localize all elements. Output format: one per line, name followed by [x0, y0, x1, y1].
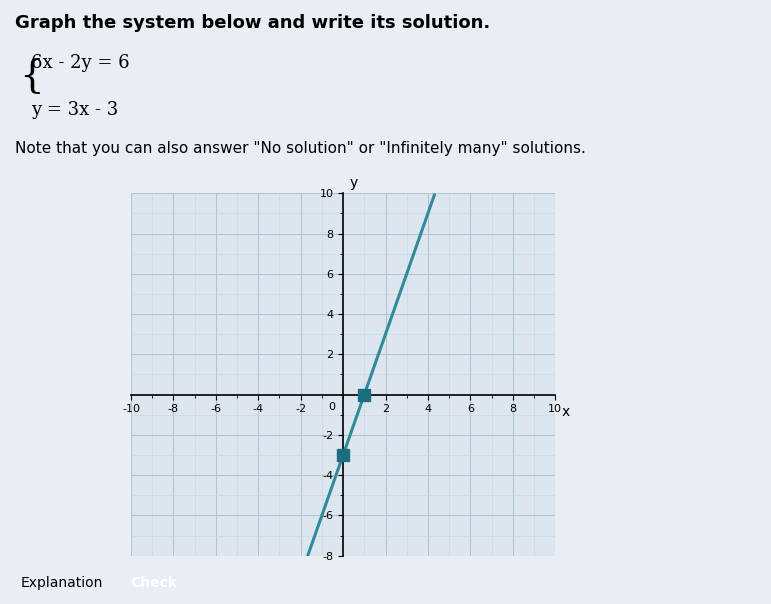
- Text: y: y: [349, 176, 358, 190]
- Text: x: x: [561, 405, 570, 419]
- Text: 0: 0: [328, 402, 335, 412]
- Text: Graph the system below and write its solution.: Graph the system below and write its sol…: [15, 13, 490, 31]
- Text: Check: Check: [131, 576, 177, 590]
- Text: Explanation: Explanation: [21, 576, 103, 590]
- Text: 6x - 2y = 6: 6x - 2y = 6: [31, 54, 130, 72]
- Text: {: {: [19, 57, 44, 95]
- Text: Note that you can also answer "No solution" or "Infinitely many" solutions.: Note that you can also answer "No soluti…: [15, 141, 586, 156]
- Text: y = 3x - 3: y = 3x - 3: [31, 101, 118, 120]
